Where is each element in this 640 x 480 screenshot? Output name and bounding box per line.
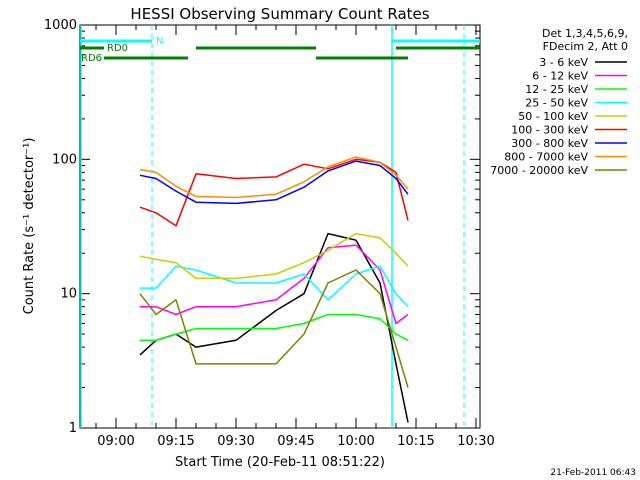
- y-tick-label: 100: [52, 152, 77, 167]
- x-axis: 09:00 09:15 09:30 09:45 10:00 10:15 10:30: [95, 25, 495, 449]
- legend-header-line-1: Det 1,3,4,5,6,9,: [542, 27, 628, 40]
- series-lines: [139, 156, 409, 423]
- y-tick-label: 1: [69, 421, 77, 436]
- x-axis-label: Start Time (20-Feb-11 08:51:22): [175, 455, 385, 470]
- series-line: [139, 269, 409, 388]
- series-line: [140, 244, 409, 325]
- legend-entry-label: 6 - 12 keV: [532, 70, 588, 83]
- rd0-label: RD0: [107, 43, 128, 54]
- x-tick-label: 09:45: [277, 434, 314, 449]
- legend-entry-label: 50 - 100 keV: [518, 110, 588, 123]
- x-tick-label: 10:00: [337, 434, 374, 449]
- y-axis-label: Count Rate (s⁻¹ detector⁻¹): [22, 138, 37, 315]
- plot-area: 1 10 100 1000 09:00 09:15 09:30 09:45 10:00 10:1…: [44, 18, 495, 449]
- night-label: N: [156, 36, 163, 47]
- rd6-label: RD6: [81, 53, 102, 64]
- legend-entry-label: 300 - 800 keV: [511, 137, 588, 150]
- y-tick-label: 10: [60, 287, 77, 302]
- x-tick-label: 09:00: [97, 434, 134, 449]
- legend-entry-label: 12 - 25 keV: [525, 83, 588, 96]
- x-tick-label: 09:15: [157, 434, 194, 449]
- timestamp: 21-Feb-2011 06:43: [550, 468, 636, 478]
- legend-entry-label: 7000 - 20000 keV: [490, 164, 588, 177]
- legend-entry-label: 25 - 50 keV: [525, 97, 588, 110]
- series-line: [140, 265, 409, 308]
- legend-entry-label: 3 - 6 keV: [539, 56, 588, 69]
- legend-entry-label: 800 - 7000 keV: [504, 151, 588, 164]
- x-tick-label: 09:30: [217, 434, 254, 449]
- series-line: [140, 313, 409, 342]
- chart-title: HESSI Observing Summary Count Rates: [130, 5, 429, 23]
- plot-frame: [79, 24, 481, 429]
- y-axis: 1 10 100 1000: [44, 18, 480, 436]
- series-line: [139, 160, 409, 205]
- y-tick-label: 1000: [44, 18, 77, 33]
- series-line: [139, 232, 409, 280]
- series-line: [139, 156, 409, 199]
- x-tick-label: 10:30: [457, 434, 494, 449]
- observing-bands: N RD0 RD6: [80, 25, 480, 428]
- legend: Det 1,3,4,5,6,9, FDecim 2, Att 0 3 - 6 k…: [490, 27, 628, 177]
- legend-header-line-2: FDecim 2, Att 0: [543, 40, 628, 53]
- x-tick-label: 10:15: [397, 434, 434, 449]
- legend-entry-label: 100 - 300 keV: [511, 124, 588, 137]
- series-line: [139, 158, 409, 227]
